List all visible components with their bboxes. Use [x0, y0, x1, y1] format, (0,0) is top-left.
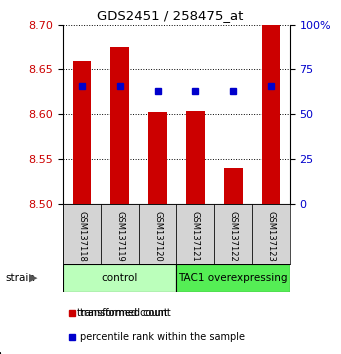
Bar — [214, 204, 252, 264]
Text: transformed count: transformed count — [80, 308, 171, 318]
Text: percentile rank within the sample: percentile rank within the sample — [80, 332, 245, 342]
Text: ▶: ▶ — [29, 273, 37, 283]
Text: GSM137123: GSM137123 — [266, 211, 276, 262]
Bar — [63, 204, 101, 264]
Bar — [177, 264, 290, 292]
Text: GSM137122: GSM137122 — [229, 211, 238, 262]
Bar — [224, 168, 242, 204]
Bar — [262, 25, 280, 204]
Text: GDS2451 / 258475_at: GDS2451 / 258475_at — [97, 9, 244, 22]
Bar — [73, 61, 91, 204]
Text: strain: strain — [5, 273, 35, 283]
Text: GSM137119: GSM137119 — [115, 211, 124, 262]
Text: transformed count: transformed count — [77, 308, 167, 318]
Text: GSM137118: GSM137118 — [77, 211, 87, 262]
Bar — [186, 112, 205, 204]
Bar — [177, 204, 214, 264]
Bar — [148, 112, 167, 204]
Bar — [63, 264, 177, 292]
Bar — [139, 204, 177, 264]
Bar — [110, 47, 129, 204]
Text: control: control — [102, 273, 138, 283]
Text: TAC1 overexpressing: TAC1 overexpressing — [178, 273, 288, 283]
Bar — [252, 204, 290, 264]
Text: GSM137120: GSM137120 — [153, 211, 162, 262]
Bar — [101, 204, 139, 264]
Text: GSM137121: GSM137121 — [191, 211, 200, 262]
